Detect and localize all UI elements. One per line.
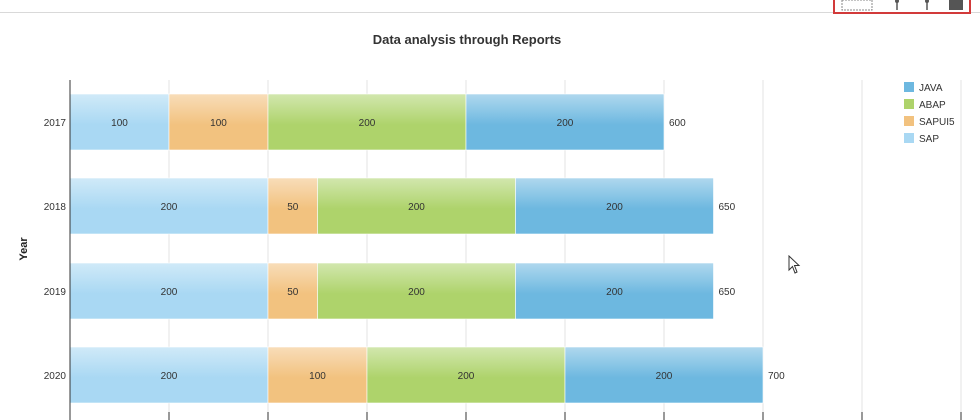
data-label: 100	[309, 371, 326, 382]
chart-toolbar	[833, 0, 971, 14]
legend-swatch-abap[interactable]	[904, 99, 914, 109]
pin-icon[interactable]	[925, 0, 929, 10]
legend-label[interactable]: ABAP	[919, 100, 946, 111]
category-label: 2020	[44, 371, 67, 382]
bar-segment-sap[interactable]	[69, 346, 269, 404]
legend-swatch-sap[interactable]	[904, 133, 914, 143]
stacked-bar-chart: Data analysis through Reports Year 100 10…	[18, 32, 962, 420]
category-label: 2018	[44, 202, 67, 213]
chart-toolbar-bar	[0, 0, 980, 13]
data-label: 200	[606, 202, 623, 213]
bars: 100 100 200 200 200 50 200 200 200 50 200 200 200 100…	[69, 93, 764, 404]
data-label: 200	[557, 118, 574, 129]
bar-segment-abap[interactable]	[366, 346, 566, 404]
mouse-cursor-icon	[788, 255, 801, 274]
bar-segment-sapui5[interactable]	[267, 177, 318, 235]
legend-label[interactable]: SAP	[919, 134, 939, 145]
bar-segment-abap[interactable]	[317, 262, 516, 320]
bar-segment-java[interactable]	[515, 177, 714, 235]
category-labels: 2017 2018 2019 2020	[44, 118, 67, 382]
data-label: 200	[161, 202, 178, 213]
data-label: 200	[359, 118, 376, 129]
data-label: 200	[161, 287, 178, 298]
bar-segment-abap[interactable]	[267, 93, 467, 151]
data-label: 200	[408, 202, 425, 213]
data-label: 100	[111, 118, 128, 129]
legend-label[interactable]: SAPUI5	[919, 117, 955, 128]
bar-segment-java[interactable]	[465, 93, 665, 151]
legend: JAVA ABAP SAPUI5 SAP	[904, 82, 955, 145]
total-label: 650	[719, 202, 736, 213]
data-label: 200	[408, 287, 425, 298]
data-label: 200	[606, 287, 623, 298]
bar-segment-sap[interactable]	[69, 93, 170, 151]
bar-segment-sapui5[interactable]	[168, 93, 269, 151]
bar-segment-java[interactable]	[564, 346, 764, 404]
bar-segment-java[interactable]	[515, 262, 714, 320]
total-labels: 600 650 650 700	[669, 118, 785, 382]
data-label: 200	[458, 371, 475, 382]
category-label: 2019	[44, 287, 67, 298]
pin-icon[interactable]	[895, 0, 899, 10]
total-label: 700	[768, 371, 785, 382]
y-axis-label: Year	[18, 237, 30, 261]
data-label: 200	[161, 371, 178, 382]
chart-title: Data analysis through Reports	[373, 32, 562, 47]
bar-segment-sapui5[interactable]	[267, 346, 368, 404]
data-label: 200	[656, 371, 673, 382]
data-label: 50	[287, 202, 299, 213]
total-label: 600	[669, 118, 686, 129]
data-label: 100	[210, 118, 227, 129]
legend-swatch-sapui5[interactable]	[904, 116, 914, 126]
window-icon[interactable]	[949, 0, 963, 10]
select-box-icon[interactable]	[841, 0, 873, 11]
legend-swatch-java[interactable]	[904, 82, 914, 92]
total-label: 650	[719, 287, 736, 298]
data-label: 50	[287, 287, 299, 298]
bar-segment-sap[interactable]	[69, 262, 269, 320]
bar-segment-abap[interactable]	[317, 177, 516, 235]
legend-label[interactable]: JAVA	[919, 83, 943, 94]
bar-segment-sapui5[interactable]	[267, 262, 318, 320]
toolbar-icons	[841, 0, 963, 11]
category-label: 2017	[44, 118, 67, 129]
